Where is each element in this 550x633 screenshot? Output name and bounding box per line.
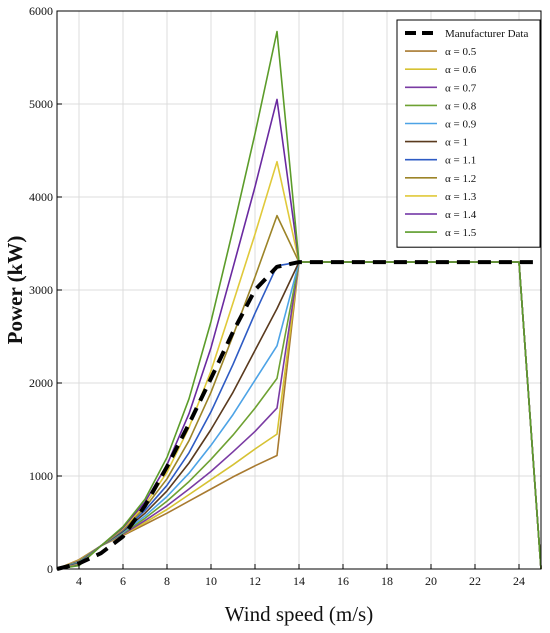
x-tick-label: 6 (120, 574, 126, 588)
legend-label: α = 1.5 (445, 227, 477, 239)
legend-label: α = 1.4 (445, 209, 477, 221)
x-axis-title: Wind speed (m/s) (225, 602, 373, 626)
y-tick-label: 5000 (29, 97, 53, 111)
x-tick-label: 18 (381, 574, 393, 588)
legend-label: α = 0.6 (445, 64, 477, 76)
y-tick-label: 4000 (29, 190, 53, 204)
x-tick-label: 24 (513, 574, 525, 588)
y-tick-label: 3000 (29, 283, 53, 297)
series-lines (56, 30, 542, 571)
y-tick-label: 1000 (29, 469, 53, 483)
x-tick-label: 16 (337, 574, 349, 588)
x-tick-label: 22 (469, 574, 481, 588)
series-line (56, 260, 541, 571)
legend-label: α = 1.2 (445, 173, 476, 185)
x-tick-label: 20 (425, 574, 437, 588)
y-tick-label: 2000 (29, 376, 53, 390)
legend-label: α = 1.3 (445, 191, 477, 203)
x-tick-label: 14 (293, 574, 305, 588)
x-tick-label: 12 (249, 574, 261, 588)
legend: Manufacturer Data α = 0.5 α = 0.6 α = 0.7 α … (396, 19, 541, 248)
x-tick-label: 4 (76, 574, 82, 588)
legend-label: α = 0.7 (445, 82, 477, 94)
legend-label: Manufacturer Data (445, 28, 528, 40)
legend-label: α = 0.9 (445, 119, 477, 131)
x-tick-label: 8 (164, 574, 170, 588)
legend-label: α = 0.5 (445, 46, 477, 58)
y-tick-label: 6000 (29, 4, 53, 18)
y-tick-label: 0 (47, 562, 53, 576)
legend-label: α = 1 (445, 137, 468, 149)
y-axis-title: Power (kW) (3, 236, 27, 345)
x-tick-label: 10 (205, 574, 217, 588)
legend-box (396, 19, 541, 248)
axis-ticks: 4 6 8 10 12 14 16 18 20 22 24 0 1000 2000 3000 4000 5000… (29, 4, 525, 588)
series-line (56, 30, 542, 570)
legend-label: α = 1.1 (445, 155, 476, 167)
legend-label: α = 0.8 (445, 100, 477, 112)
